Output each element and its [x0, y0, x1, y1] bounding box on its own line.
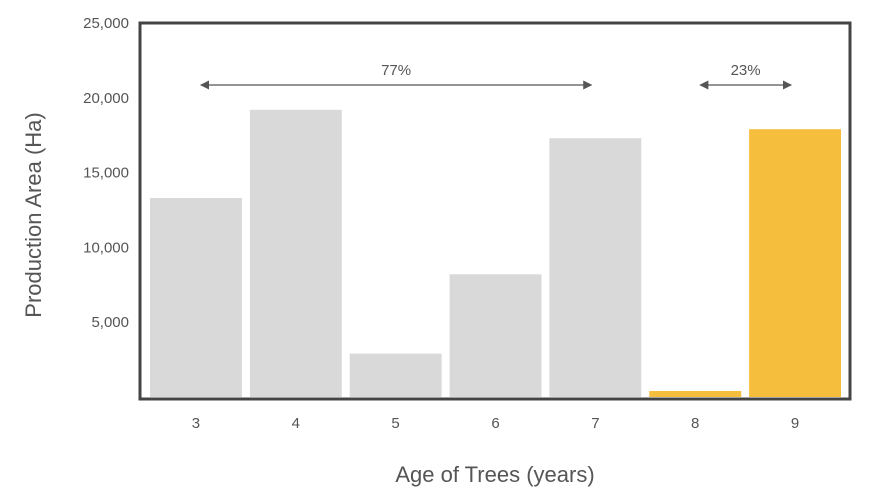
bar-8	[649, 391, 742, 397]
bar-7	[549, 138, 642, 397]
x-tick-label-6: 6	[491, 415, 499, 432]
bar-4	[249, 109, 342, 398]
annotation-label-1: 77%	[381, 62, 411, 79]
plot-frame	[138, 21, 852, 401]
x-tick-label-7: 7	[591, 415, 599, 432]
x-tick-label-8: 8	[691, 415, 699, 432]
y-tick-label-25000: 25,000	[83, 15, 129, 32]
y-tick-label-5000: 5,000	[91, 314, 129, 331]
bar-5	[349, 353, 442, 397]
x-tick-label-3: 3	[192, 415, 200, 432]
x-tick-label-5: 5	[391, 415, 399, 432]
bar-3	[150, 198, 242, 397]
y-axis-ticks: 5,000 10,000 15,000 20,000 25,000	[83, 15, 129, 331]
y-tick-label-10000: 10,000	[83, 239, 129, 256]
bar-9	[749, 129, 841, 397]
y-tick-label-15000: 15,000	[83, 165, 129, 182]
y-axis-title: Production Area (Ha)	[21, 112, 46, 317]
x-tick-label-4: 4	[292, 415, 300, 432]
annotations-layer: 77% 23%	[199, 62, 793, 90]
x-axis-ticks: 3 4 5 6 7 8 9	[192, 415, 800, 432]
annotation-label-2: 23%	[731, 62, 761, 79]
bars-layer	[150, 109, 841, 398]
x-tick-label-9: 9	[791, 415, 799, 432]
y-tick-label-20000: 20,000	[83, 90, 129, 107]
x-axis-title: Age of Trees (years)	[395, 462, 594, 487]
bar-6	[449, 274, 542, 397]
